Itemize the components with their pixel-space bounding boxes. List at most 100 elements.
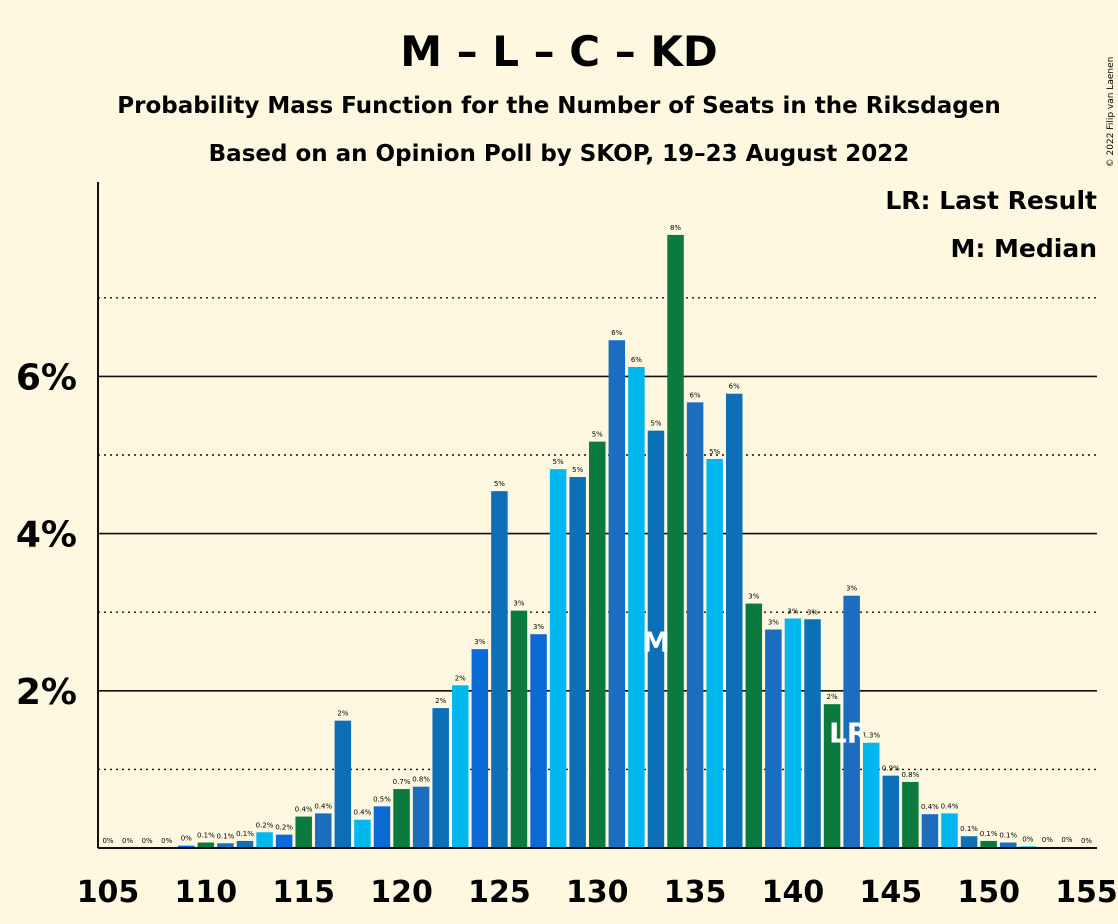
bar-seat-118 xyxy=(354,819,371,848)
bar-seat-139 xyxy=(765,629,782,848)
bar-seat-148 xyxy=(941,813,958,848)
bar-seat-115 xyxy=(295,816,312,848)
bar-seat-122 xyxy=(432,708,449,848)
y-axis-ticks: 2% 4% 6% xyxy=(16,357,77,712)
y-tick-label: 4% xyxy=(16,515,77,556)
bar-seat-111 xyxy=(217,843,234,848)
bar-seat-109 xyxy=(178,845,195,848)
bar-label-seat-129: 5% xyxy=(572,466,583,474)
bar-seat-110 xyxy=(197,842,215,848)
bar-label-seat-122: 2% xyxy=(435,697,446,705)
bar-seat-116 xyxy=(315,813,332,848)
bar-seat-135 xyxy=(686,402,704,848)
bar-seat-147 xyxy=(921,814,939,848)
bar-seat-121 xyxy=(412,786,430,848)
x-tick-label: 145 xyxy=(859,875,922,910)
bar-label-seat-146: 0.8% xyxy=(901,771,919,779)
bar-seat-130 xyxy=(589,441,606,848)
bar-label-seat-117: 2% xyxy=(337,710,348,718)
bar-label-seat-154: 0% xyxy=(1061,836,1072,844)
bar-seat-144 xyxy=(862,742,880,848)
bar-label-seat-119: 0.5% xyxy=(373,795,391,803)
x-axis-ticks: 105 110 115 120 125 130 135 140 145 150 155 xyxy=(77,875,1118,910)
bar-label-seat-126: 3% xyxy=(513,600,524,608)
bar-label-seat-127: 3% xyxy=(533,623,544,631)
bar-seat-150 xyxy=(980,840,997,848)
bar-seat-124 xyxy=(471,649,489,848)
x-tick-label: 120 xyxy=(370,875,433,910)
bar-seat-137 xyxy=(725,393,743,848)
x-tick-label: 155 xyxy=(1055,875,1118,910)
bar-value-labels: 0% 0% 0% 0% 0% 0.1% 0.1% 0.1%0.2% 0.2%0.4% 0.4%2%… xyxy=(102,224,1092,845)
bar-seat-143 xyxy=(843,595,860,848)
bar-seat-131 xyxy=(608,340,626,848)
bar-label-seat-109: 0% xyxy=(181,835,192,843)
bar-label-seat-125: 5% xyxy=(494,480,505,488)
bar-seat-126 xyxy=(510,610,528,848)
bar-label-seat-120: 0.7% xyxy=(393,778,411,786)
bar-label-seat-143: 3% xyxy=(846,585,857,593)
chart-title: M – L – C – KD xyxy=(400,27,718,76)
bar-label-seat-141: 3% xyxy=(807,608,818,616)
bar-seat-129 xyxy=(569,477,586,848)
bar-label-seat-124: 3% xyxy=(474,638,485,646)
legend-last-result: LR: Last Result xyxy=(885,186,1097,215)
bar-label-seat-118: 0.4% xyxy=(354,809,372,817)
bar-label-seat-150: 0.1% xyxy=(980,830,998,838)
bar-label-seat-153: 0% xyxy=(1042,836,1053,844)
bar-label-seat-152: 0% xyxy=(1022,835,1033,843)
bar-label-seat-116: 0.4% xyxy=(314,802,332,810)
x-tick-label: 135 xyxy=(664,875,727,910)
bar-label-seat-145: 0.9% xyxy=(882,765,900,773)
x-tick-label: 130 xyxy=(566,875,629,910)
bar-series xyxy=(178,234,1076,849)
y-tick-label: 2% xyxy=(16,672,77,713)
bar-label-seat-111: 0.1% xyxy=(217,832,235,840)
bar-seat-133 xyxy=(647,430,665,848)
bar-label-seat-155: 0% xyxy=(1081,837,1092,845)
bar-seat-140 xyxy=(784,618,802,848)
bar-label-seat-136: 5% xyxy=(709,448,720,456)
bar-label-seat-121: 0.8% xyxy=(412,776,430,784)
bar-label-seat-115: 0.4% xyxy=(295,806,313,814)
bar-seat-136 xyxy=(706,458,723,848)
bar-label-seat-107: 0% xyxy=(142,837,153,845)
bar-seat-142 xyxy=(823,704,841,848)
bar-label-seat-108: 0% xyxy=(161,837,172,845)
bar-label-seat-138: 3% xyxy=(748,593,759,601)
bar-label-seat-134: 8% xyxy=(670,224,681,232)
bar-label-seat-144: 1.3% xyxy=(862,732,880,740)
bar-label-seat-151: 0.1% xyxy=(999,831,1017,839)
x-tick-label: 140 xyxy=(762,875,825,910)
chart-subtitle: Probability Mass Function for the Number… xyxy=(117,93,1000,119)
bar-seat-112 xyxy=(236,840,254,848)
last-result-marker: LR xyxy=(829,717,868,750)
bar-label-seat-140: 3% xyxy=(787,607,798,615)
bar-seat-113 xyxy=(256,832,273,848)
legend-median: M: Median xyxy=(950,234,1097,263)
bar-label-seat-149: 0.1% xyxy=(960,825,978,833)
bar-label-seat-106: 0% xyxy=(122,837,133,845)
copyright-notice: © 2022 Filip van Laenen xyxy=(1106,57,1116,168)
bar-seat-145 xyxy=(882,775,900,848)
bar-label-seat-131: 6% xyxy=(611,329,622,337)
bar-seat-119 xyxy=(373,806,391,848)
bar-label-seat-114: 0.2% xyxy=(275,824,293,832)
median-lr-markers: M LR xyxy=(642,626,868,750)
bar-label-seat-147: 0.4% xyxy=(921,803,939,811)
bar-label-seat-128: 5% xyxy=(553,458,564,466)
bar-seat-125 xyxy=(491,491,508,848)
bar-seat-128 xyxy=(549,469,567,848)
bar-seat-146 xyxy=(902,781,919,848)
bar-seat-114 xyxy=(275,834,293,848)
bar-label-seat-105: 0% xyxy=(102,837,113,845)
bar-label-seat-148: 0.4% xyxy=(941,802,959,810)
bar-seat-132 xyxy=(628,366,645,848)
bar-seat-120 xyxy=(393,789,410,848)
bar-label-seat-113: 0.2% xyxy=(256,821,274,829)
x-tick-label: 110 xyxy=(175,875,238,910)
bar-label-seat-135: 6% xyxy=(690,391,701,399)
x-tick-label: 125 xyxy=(468,875,531,910)
bar-seat-127 xyxy=(530,634,547,848)
bar-label-seat-137: 6% xyxy=(729,383,740,391)
